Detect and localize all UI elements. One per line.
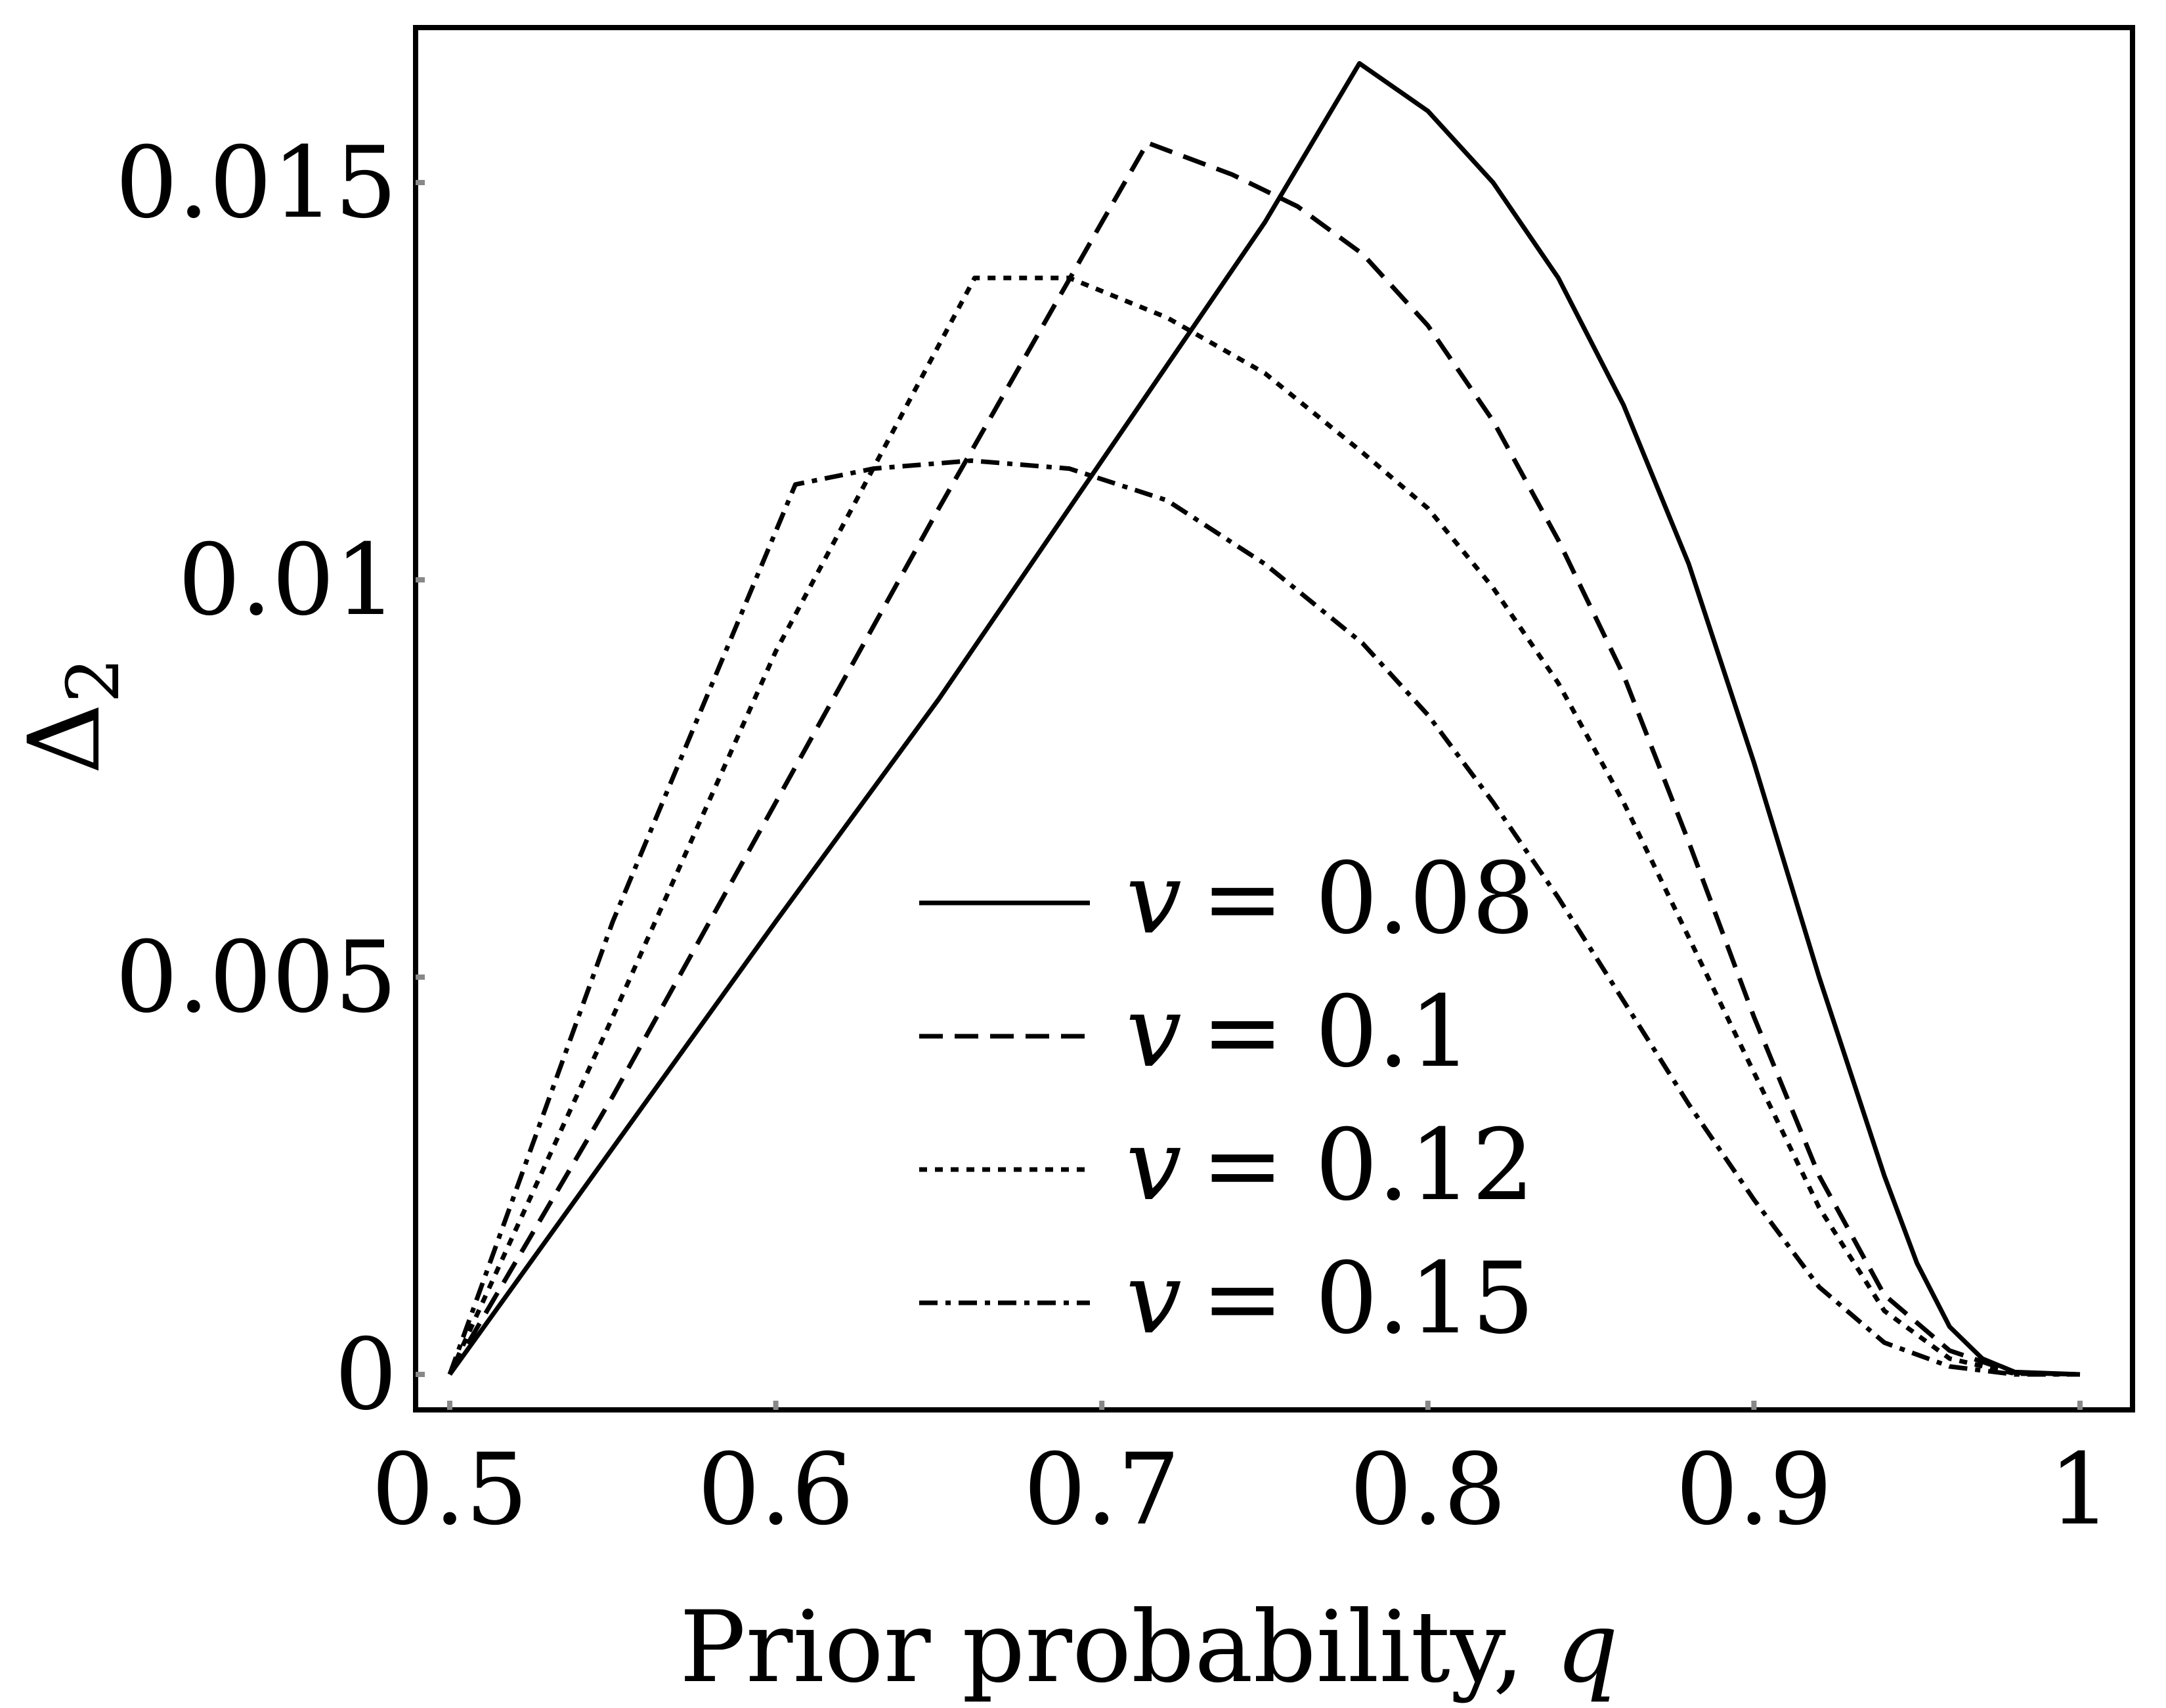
x-tick-label: 1	[2048, 1433, 2111, 1547]
series-line	[447, 141, 2081, 1377]
y-axis-title-subscript: 2	[51, 657, 135, 703]
legend-label: v = 0.1	[1126, 975, 1472, 1089]
legend-entry: v = 0.08	[919, 842, 1534, 956]
series-line	[447, 458, 2080, 1377]
series-line	[447, 275, 2081, 1377]
y-tick-label: 0.015	[116, 126, 397, 240]
series-line	[448, 61, 2081, 1377]
x-tick-label: 0.9	[1676, 1433, 1832, 1547]
x-tick-label: 0.8	[1350, 1433, 1507, 1547]
legend-value: = 0.15	[1202, 1242, 1534, 1356]
plot-frame	[413, 25, 2135, 1412]
x-axis-ticks: 0.5 0.6 0.7 0.8 0.9 1	[372, 1401, 2112, 1547]
x-axis-title-text: Prior probability,	[680, 1590, 1555, 1705]
y-tick-label: 0	[335, 1318, 397, 1432]
legend-value: = 0.1	[1202, 975, 1472, 1089]
legend-entry: v = 0.15	[919, 1242, 1534, 1356]
legend-var: v	[1126, 1242, 1182, 1356]
y-tick-label: 0.005	[116, 921, 397, 1035]
x-axis-title-var: q	[1555, 1590, 1618, 1705]
y-tick-label: 0.01	[178, 523, 397, 638]
x-tick-label: 0.5	[372, 1433, 529, 1547]
legend-var: v	[1126, 975, 1182, 1089]
x-axis-title: Prior probability, q	[680, 1590, 1618, 1705]
x-tick-label: 0.7	[1024, 1433, 1180, 1547]
y-axis-ticks: 0 0.005 0.01 0.015	[116, 126, 425, 1432]
y-axis-title-symbol: Δ	[8, 703, 122, 774]
y-axis-title: Δ2	[8, 657, 135, 774]
legend-label: v = 0.15	[1126, 1242, 1534, 1356]
legend-value: = 0.12	[1202, 1108, 1534, 1223]
legend-var: v	[1126, 1108, 1182, 1223]
series-layer	[447, 61, 2081, 1377]
legend-var: v	[1126, 842, 1182, 956]
legend-value: = 0.08	[1202, 842, 1534, 956]
legend: v = 0.08 v = 0.1 v = 0.12 v = 0.15	[919, 842, 1534, 1356]
legend-label: v = 0.12	[1126, 1108, 1534, 1223]
x-tick-label: 0.6	[697, 1433, 854, 1547]
legend-entry: v = 0.12	[919, 1108, 1534, 1223]
legend-label: v = 0.08	[1126, 842, 1534, 956]
legend-entry: v = 0.1	[919, 975, 1472, 1089]
